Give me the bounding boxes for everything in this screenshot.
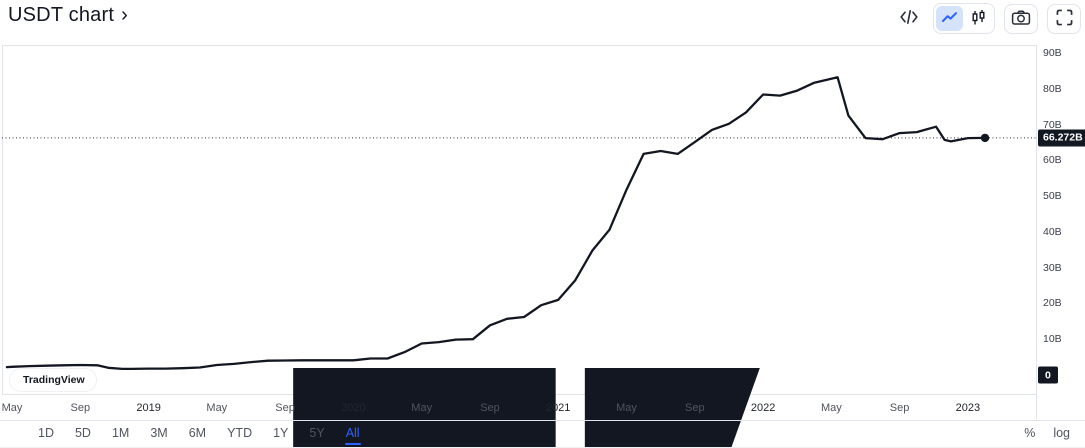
x-axis-tick-label: Sep (480, 401, 500, 414)
fullscreen-button[interactable] (1047, 3, 1081, 34)
log-scale-button[interactable]: log (1053, 426, 1070, 440)
range-button-3m[interactable]: 3M (150, 426, 168, 440)
fullscreen-icon (1056, 9, 1073, 29)
last-value-badge: 66.272B (1038, 129, 1085, 147)
range-button-6m[interactable]: 6M (188, 426, 207, 440)
series-line (5, 76, 987, 371)
y-axis-tick-label: 80B (1043, 82, 1062, 95)
camera-icon (1011, 9, 1031, 29)
active-range-underline (344, 442, 361, 445)
range-button-5d[interactable]: 5D (74, 426, 91, 440)
header-toolbar (894, 3, 1081, 34)
x-axis-tick-label: 2020 (341, 401, 366, 414)
chevron-right-icon: › (121, 4, 128, 26)
zero-value-badge: 0 (1038, 366, 1058, 384)
page-title[interactable]: USDT chart › (8, 4, 128, 27)
code-icon (899, 9, 919, 28)
x-axis-tick-label: May (1, 401, 23, 414)
header: USDT chart › (0, 0, 1085, 44)
price-axis[interactable]: 90B 80B 70B 60B 50B 40B 30B 20B 10B 66.272B 0 (1037, 45, 1085, 395)
range-selector: 1D 5D 1M 3M 6M YTD 1Y 5Y All (38, 426, 361, 445)
chart-plot-area[interactable]: TradingView (2, 45, 1037, 448)
tradingview-attribution[interactable]: TradingView (9, 368, 760, 448)
x-axis-tick-label: Sep (889, 401, 910, 414)
axis-divider (1036, 45, 1037, 419)
line-chart-type-button[interactable] (936, 6, 963, 31)
y-axis-tick-label: 60B (1043, 154, 1062, 167)
x-axis-tick-label: May (411, 401, 433, 414)
x-axis-tick-label: Sep (685, 401, 705, 414)
range-button-all[interactable]: All (344, 426, 361, 445)
x-axis-tick-label: May (616, 401, 637, 414)
y-axis-tick-label: 50B (1043, 190, 1062, 203)
percent-scale-button[interactable]: % (1024, 426, 1036, 440)
x-axis-tick-label: 2019 (136, 401, 161, 414)
x-axis-tick-label: 2022 (750, 401, 776, 414)
y-axis-tick-label: 40B (1043, 225, 1062, 238)
range-button-ytd[interactable]: YTD (227, 426, 253, 440)
last-point-marker (980, 133, 990, 143)
y-axis-tick-label: 10B (1043, 333, 1062, 346)
scale-buttons: % log (1024, 426, 1070, 440)
line-chart-icon (941, 9, 958, 29)
time-axis[interactable]: May Sep 2019 May Sep 2020 May Sep 2021 May Sep 2022… (0, 396, 1037, 419)
attribution-label: TradingView (23, 374, 85, 386)
range-button-1d[interactable]: 1D (38, 426, 54, 440)
page-title-text: USDT chart (8, 4, 115, 26)
x-axis-tick-label: May (206, 401, 228, 414)
range-button-1m[interactable]: 1M (111, 426, 130, 440)
chart-type-switcher (933, 3, 995, 34)
bottom-toolbar: 1D 5D 1M 3M 6M YTD 1Y 5Y All % log (0, 420, 1085, 448)
price-line-chart (2, 76, 1037, 371)
y-axis-tick-label: 30B (1043, 261, 1062, 274)
range-button-1y[interactable]: 1Y (273, 426, 289, 440)
x-axis-tick-label: 2021 (545, 401, 571, 414)
snapshot-button[interactable] (1004, 3, 1038, 34)
x-axis-tick-label: May (821, 401, 842, 414)
x-axis-tick-label: Sep (275, 401, 295, 414)
candles-icon (970, 9, 987, 29)
y-axis-tick-label: 90B (1043, 47, 1062, 59)
candles-chart-type-button[interactable] (965, 6, 992, 31)
x-axis-tick-label: Sep (70, 401, 91, 414)
code-embed-button[interactable] (894, 3, 924, 34)
x-axis-tick-label: 2023 (955, 401, 981, 414)
y-axis-tick-label: 20B (1043, 297, 1062, 310)
y-axis-tick-label: 70B (1043, 118, 1062, 131)
range-button-5y[interactable]: 5Y (309, 426, 325, 440)
